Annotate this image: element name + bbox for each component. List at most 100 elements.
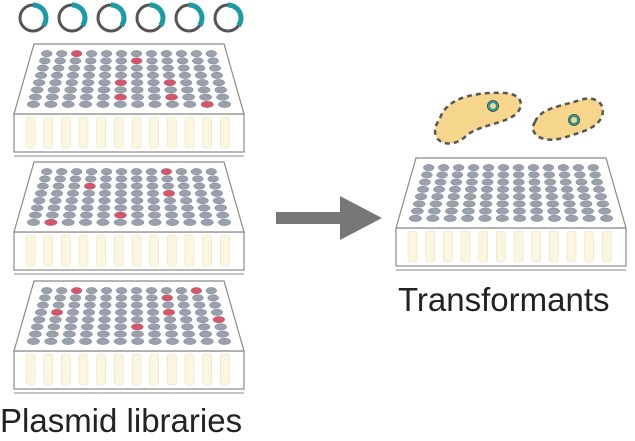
well <box>146 301 159 309</box>
well <box>594 193 607 201</box>
well <box>463 200 476 208</box>
tube <box>114 234 124 267</box>
well <box>35 71 47 79</box>
well <box>115 301 128 309</box>
tube <box>184 234 195 267</box>
well <box>47 204 61 212</box>
well <box>44 100 58 108</box>
well <box>468 164 480 172</box>
well <box>63 211 76 219</box>
well <box>216 93 229 101</box>
well <box>199 211 212 219</box>
well <box>482 164 495 172</box>
well <box>33 197 46 205</box>
well <box>114 197 127 205</box>
well <box>97 211 110 219</box>
well <box>99 64 112 72</box>
well <box>86 50 98 58</box>
well <box>67 189 79 197</box>
well <box>56 168 68 176</box>
well <box>115 294 128 302</box>
well <box>99 189 111 197</box>
well <box>69 294 82 302</box>
well <box>81 86 94 94</box>
transformants-label: Transformants <box>398 281 610 318</box>
tube <box>114 353 124 386</box>
well <box>37 64 49 72</box>
well <box>79 100 93 108</box>
well <box>575 178 588 186</box>
well <box>31 204 44 212</box>
well <box>83 308 95 316</box>
well <box>26 337 40 345</box>
well <box>196 197 209 205</box>
well <box>497 171 510 179</box>
well-highlighted <box>212 316 225 324</box>
well <box>100 57 112 65</box>
well <box>496 207 509 215</box>
well <box>161 175 173 183</box>
well <box>434 178 447 186</box>
plasmid-libraries-label: Plasmid libraries <box>0 402 243 439</box>
well <box>175 287 187 295</box>
well <box>65 197 78 205</box>
well <box>562 193 575 201</box>
well <box>54 175 66 183</box>
well <box>131 308 143 316</box>
cell <box>433 91 523 145</box>
tube <box>96 353 106 386</box>
well <box>190 50 202 58</box>
well <box>513 207 526 215</box>
well <box>147 189 159 197</box>
arrow-head <box>340 196 382 240</box>
well <box>513 214 527 222</box>
well <box>165 337 179 345</box>
library-plates <box>13 43 245 394</box>
well <box>433 185 445 193</box>
well <box>29 330 42 338</box>
well <box>561 185 573 193</box>
well <box>497 185 509 193</box>
well <box>64 323 77 331</box>
well-highlighted <box>161 294 173 302</box>
plasmid-ring <box>213 2 244 33</box>
well <box>482 171 494 179</box>
well-highlighted <box>71 287 83 295</box>
well <box>114 330 127 338</box>
well <box>115 308 127 316</box>
well <box>115 182 128 190</box>
well <box>513 185 525 193</box>
well <box>199 93 212 101</box>
well <box>46 211 59 219</box>
well <box>99 308 111 316</box>
well <box>131 189 143 197</box>
well-highlighted <box>114 79 127 87</box>
well <box>177 301 190 309</box>
well <box>182 93 195 101</box>
well-highlighted <box>165 93 178 101</box>
well <box>181 204 194 212</box>
well <box>41 50 53 58</box>
well <box>64 204 77 212</box>
tube <box>202 234 212 267</box>
library-plate-2 <box>13 161 245 275</box>
well <box>429 200 443 208</box>
well-highlighted <box>160 168 172 176</box>
well-highlighted <box>130 57 143 65</box>
well <box>577 185 589 193</box>
tube <box>61 353 71 386</box>
well <box>97 330 110 338</box>
well <box>113 100 127 108</box>
well <box>147 71 159 79</box>
tube <box>407 230 418 263</box>
tube <box>96 116 106 149</box>
well-highlighted <box>163 79 176 87</box>
well <box>481 178 494 186</box>
well-highlighted <box>131 323 144 331</box>
well-highlighted <box>163 189 175 197</box>
well <box>436 171 448 179</box>
well <box>54 57 66 65</box>
well <box>183 218 197 226</box>
well <box>212 197 225 205</box>
well <box>497 164 510 172</box>
